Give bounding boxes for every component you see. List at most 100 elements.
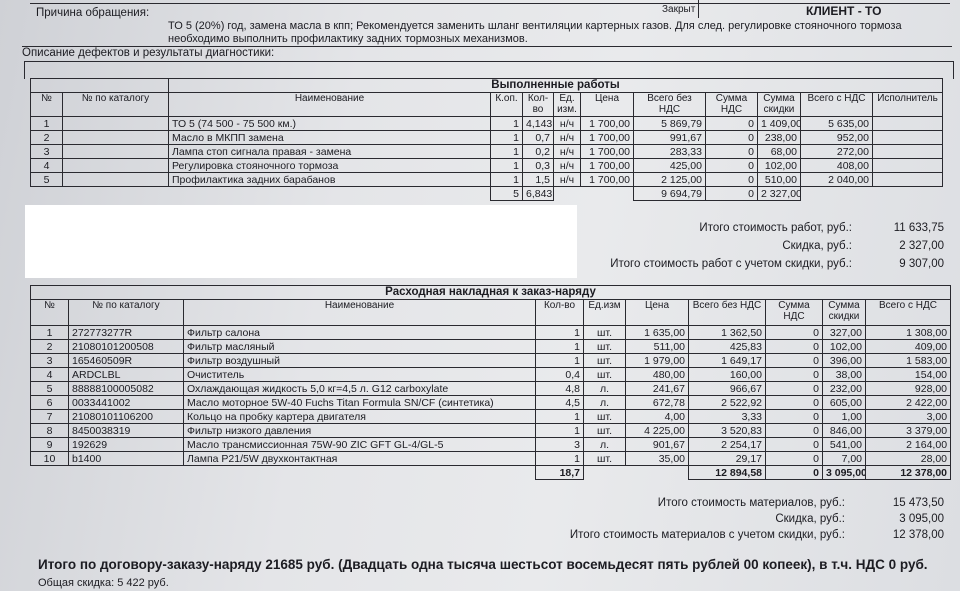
table-cell: 0,3 <box>522 158 554 173</box>
table-cell: 4 225,00 <box>625 423 689 438</box>
table-cell <box>62 130 169 145</box>
table-cell: 396,00 <box>822 353 866 368</box>
table-cell: 9 <box>30 437 69 452</box>
table-cell: 28,00 <box>864 451 952 466</box>
table-cell: Масло трансмиссионная 75W-90 ZIC GFT GL-… <box>183 437 536 452</box>
table-cell: 605,00 <box>822 395 866 410</box>
column-header: Сумма НДС <box>765 299 823 326</box>
table-cell: 3,33 <box>688 409 766 424</box>
table-cell: н/ч <box>553 172 581 187</box>
table-cell: шт. <box>583 451 626 466</box>
table-cell: Масло моторное 5W-40 Fuchs Titan Formula… <box>183 395 536 410</box>
table-cell: 928,00 <box>864 381 952 396</box>
total-vat: 0 <box>705 186 758 201</box>
table-cell: 846,00 <box>822 423 866 438</box>
column-header: Всего без НДС <box>688 299 766 326</box>
defects-box <box>24 61 954 79</box>
table-cell: 3 <box>535 437 584 452</box>
table-cell: 1 <box>535 409 584 424</box>
table-cell <box>871 130 944 145</box>
table-cell: 1 <box>535 325 584 340</box>
table-cell: Фильтр масляный <box>183 339 536 354</box>
column-header: Исполнитель <box>871 92 944 117</box>
table-cell: 0 <box>765 381 823 396</box>
table-row: 2 21080101200508 Фильтр масляный 1 шт. 511,00… <box>30 339 952 354</box>
table-cell: 2 422,00 <box>864 395 952 410</box>
table-cell: 4,00 <box>625 409 689 424</box>
table-cell <box>871 172 944 187</box>
defects-label: Описание дефектов и результаты диагности… <box>22 47 275 59</box>
table-cell: шт. <box>583 423 626 438</box>
column-header: К.оп. <box>490 92 523 117</box>
table-cell: 0 <box>765 451 823 466</box>
materials-totals-row: 18,7 12 894,58 0 3 095,00 12 378,00 <box>31 465 952 480</box>
reason-label: Причина обращения: <box>36 7 150 19</box>
column-header: Всего с НДС <box>800 92 873 117</box>
table-cell: Масло в МКПП замена <box>168 130 491 145</box>
table-cell: 1,00 <box>822 409 866 424</box>
summary-label: Скидка, руб.: <box>775 513 845 525</box>
table-cell: 510,00 <box>757 172 801 187</box>
summary-value: 15 473,50 <box>892 497 944 509</box>
column-header: № по каталогу <box>62 92 169 117</box>
column-header: Ед. изм. <box>553 92 581 117</box>
table-cell: 272,00 <box>800 144 873 159</box>
table-cell: 21080101200508 <box>68 339 184 354</box>
table-cell <box>871 116 944 131</box>
materials-title-row: Расходная накладная к заказ-наряду <box>29 285 952 300</box>
table-cell: 1 409,00 <box>757 116 801 131</box>
table-cell: 1 <box>490 116 523 131</box>
column-header: Сумма НДС <box>705 92 758 117</box>
total-qty: 6,843 <box>522 186 554 201</box>
table-cell: 35,00 <box>625 451 689 466</box>
materials-title: Расходная накладная к заказ-наряду <box>29 285 952 300</box>
table-cell: 102,00 <box>757 158 801 173</box>
total-no-vat: 9 694,79 <box>633 186 706 201</box>
table-cell: 408,00 <box>800 158 873 173</box>
table-cell: 8450038319 <box>68 423 184 438</box>
table-cell: 192629 <box>68 437 184 452</box>
table-row: 1 ТО 5 (74 500 - 75 500 км.) 1 4,143 н/ч 1 70… <box>30 116 944 131</box>
table-row: 4 Регулировка стояночного тормоза 1 0,3 н/ч 1… <box>30 158 944 173</box>
table-cell: 0,7 <box>522 130 554 145</box>
grand-total: Итого по договору-заказу-наряду 21685 ру… <box>38 557 928 572</box>
table-cell: 160,00 <box>688 367 766 382</box>
table-row: 7 21080101106200 Кольцо на пробку картера … <box>30 409 952 424</box>
total-no-vat: 12 894,58 <box>688 465 766 480</box>
table-cell: 4 <box>30 367 69 382</box>
table-cell: Кольцо на пробку картера двигателя <box>183 409 536 424</box>
header-rule <box>22 46 952 47</box>
table-cell: 2 <box>30 130 63 145</box>
summary-value: 2 327,00 <box>899 240 944 252</box>
works-title: Выполненные работы <box>167 78 944 93</box>
table-cell: 1 583,00 <box>864 353 952 368</box>
table-row: 1 272773277R Фильтр салона 1 шт. 1 635,00 1 36… <box>30 325 952 340</box>
column-header: Всего без НДС <box>633 92 706 117</box>
table-cell: 0 <box>765 367 823 382</box>
table-cell: л. <box>583 381 626 396</box>
table-row: 3 Лампа стоп сигнала правая - замена 1 0,2 н… <box>30 144 944 159</box>
table-cell: 0 <box>705 158 758 173</box>
table-cell: 1 649,17 <box>688 353 766 368</box>
table-cell: 2 040,00 <box>800 172 873 187</box>
summary-label: Скидка, руб.: <box>782 240 852 252</box>
summary-value: 11 633,75 <box>893 222 944 234</box>
table-cell: 1 <box>535 423 584 438</box>
table-cell: 1 700,00 <box>580 158 634 173</box>
works-totals-row: 5 6,843 9 694,79 0 2 327,00 <box>31 186 943 201</box>
table-row: 4 ARDCLBL Очиститель 0,4 шт. 480,00 160,00 0 38,… <box>30 367 952 382</box>
table-cell: 4 <box>30 158 63 173</box>
table-cell: 0 <box>765 353 823 368</box>
table-cell: 1 <box>535 353 584 368</box>
table-cell: 3 <box>30 144 63 159</box>
client-type: КЛИЕНТ - ТО <box>806 4 882 18</box>
table-cell: 0033441002 <box>68 395 184 410</box>
table-cell: 21080101106200 <box>68 409 184 424</box>
table-cell: 2 <box>30 339 69 354</box>
table-cell: 3 379,00 <box>864 423 952 438</box>
table-cell: н/ч <box>553 116 581 131</box>
table-cell: 4,5 <box>535 395 584 410</box>
column-header: Цена <box>580 92 634 117</box>
table-cell: 1 700,00 <box>580 172 634 187</box>
table-cell: Фильтр низкого давления <box>183 423 536 438</box>
